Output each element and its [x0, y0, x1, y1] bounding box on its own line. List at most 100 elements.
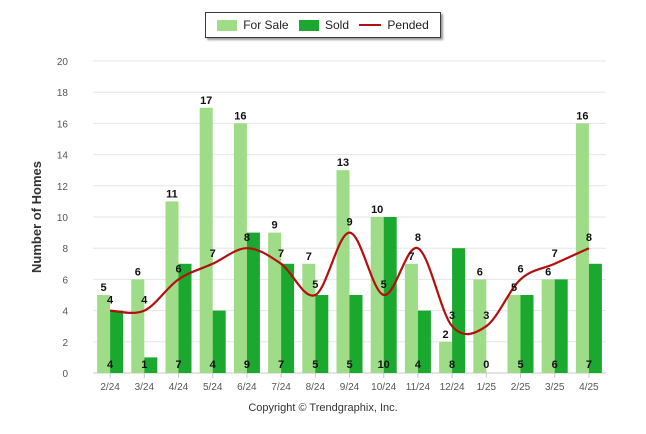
x-tick-label: 2/25	[511, 382, 531, 393]
label-sold: 4	[210, 359, 217, 371]
bar-for-sale	[473, 279, 487, 373]
bar-sold	[417, 310, 431, 373]
label-sold: 7	[586, 359, 592, 371]
y-axis-label: Number of Homes	[29, 161, 44, 273]
y-tick-label: 20	[57, 57, 69, 68]
bar-sold	[246, 232, 260, 373]
label-sold: 9	[244, 359, 250, 371]
legend-item-for-sale[interactable]: For Sale	[217, 18, 289, 32]
y-axis-ticks: 0 2 4 6 8 10 12 14 16 18 20	[57, 57, 69, 380]
bars	[97, 107, 602, 374]
label-sold: 5	[312, 359, 318, 371]
label-for-sale: 6	[477, 266, 483, 278]
copyright-text: Copyright © Trendgraphix, Inc.	[248, 402, 398, 414]
label-for-sale: 6	[545, 266, 551, 278]
x-axis-ticks: 2/24 3/24 4/24 5/24 6/24 7/24 8/24 9/24 10/24 11/…	[100, 373, 599, 393]
x-tick-label: 8/24	[306, 382, 326, 393]
x-tick-label: 7/24	[271, 382, 291, 393]
bar-sold	[588, 263, 602, 373]
x-tick-label: 1/25	[477, 382, 497, 393]
label-sold: 6	[552, 359, 558, 371]
bar-for-sale	[541, 279, 555, 373]
label-sold: 10	[378, 359, 390, 371]
label-pended: 6	[175, 263, 181, 275]
x-tick-label: 3/25	[545, 382, 565, 393]
bar-for-sale	[97, 295, 111, 373]
label-for-sale: 5	[101, 282, 107, 294]
bar-for-sale	[336, 170, 350, 373]
bar-sold	[212, 310, 226, 373]
y-tick-label: 0	[62, 369, 68, 380]
for-sale-swatch	[217, 19, 238, 31]
y-tick-label: 8	[62, 244, 68, 255]
label-for-sale: 7	[408, 251, 414, 263]
x-tick-label: 3/24	[135, 382, 155, 393]
label-for-sale: 9	[272, 220, 278, 232]
label-sold: 4	[107, 359, 114, 371]
sold-swatch	[298, 19, 319, 31]
label-pended: 7	[278, 248, 284, 260]
label-pended: 4	[141, 295, 148, 307]
label-sold: 4	[415, 359, 422, 371]
label-pended: 8	[244, 232, 250, 244]
label-pended: 7	[552, 248, 558, 260]
y-tick-label: 16	[57, 119, 69, 130]
bar-for-sale	[404, 263, 418, 373]
label-sold: 7	[175, 359, 181, 371]
bar-for-sale	[439, 341, 453, 373]
label-pended: 8	[586, 232, 592, 244]
label-pended: 7	[210, 248, 216, 260]
label-for-sale: 13	[337, 157, 349, 169]
label-pended: 3	[483, 310, 489, 322]
x-tick-label: 5/24	[203, 382, 223, 393]
label-for-sale: 5	[511, 282, 517, 294]
x-tick-label: 6/24	[237, 382, 257, 393]
bar-sold	[281, 263, 295, 373]
legend-label-sold: Sold	[324, 18, 349, 32]
label-pended: 8	[415, 232, 421, 244]
legend-label-pended: Pended	[387, 18, 429, 32]
x-tick-label: 4/24	[169, 382, 189, 393]
label-pended: 6	[517, 263, 523, 275]
bar-sold	[178, 263, 192, 373]
bar-for-sale	[199, 107, 213, 374]
bar-sold	[554, 279, 568, 373]
label-pended: 3	[449, 310, 455, 322]
label-for-sale: 11	[166, 188, 178, 200]
legend-item-pended[interactable]: Pended	[359, 18, 429, 32]
bar-for-sale	[575, 123, 589, 374]
chart-legend: For Sale Sold Pended	[205, 12, 441, 38]
x-tick-label: 9/24	[340, 382, 360, 393]
bar-for-sale	[507, 295, 521, 373]
bar-sold	[315, 295, 329, 373]
label-for-sale: 6	[135, 266, 141, 278]
bar-sold	[452, 248, 466, 373]
label-pended: 5	[312, 279, 318, 291]
label-sold: 1	[141, 359, 147, 371]
y-tick-label: 12	[57, 182, 69, 193]
label-for-sale: 17	[200, 95, 212, 107]
bar-for-sale	[268, 232, 282, 373]
bar-sold	[349, 295, 363, 373]
y-tick-label: 18	[57, 88, 69, 99]
label-sold: 5	[517, 359, 523, 371]
x-tick-label: 2/24	[100, 382, 120, 393]
label-for-sale: 7	[306, 251, 312, 263]
y-tick-label: 14	[57, 151, 69, 162]
pended-series	[110, 231, 590, 336]
bar-sold	[110, 310, 124, 373]
bar-for-sale	[165, 201, 179, 373]
legend-item-sold[interactable]: Sold	[298, 18, 349, 32]
label-pended: 9	[346, 217, 352, 229]
label-pended: 4	[107, 295, 114, 307]
label-sold: 8	[449, 359, 455, 371]
label-sold: 7	[278, 359, 284, 371]
bar-sold	[520, 295, 534, 373]
x-tick-label: 11/24	[406, 382, 431, 393]
bar-for-sale	[131, 279, 145, 373]
x-tick-label: 12/24	[440, 382, 465, 393]
label-for-sale: 10	[371, 204, 383, 216]
label-for-sale: 16	[234, 110, 246, 122]
